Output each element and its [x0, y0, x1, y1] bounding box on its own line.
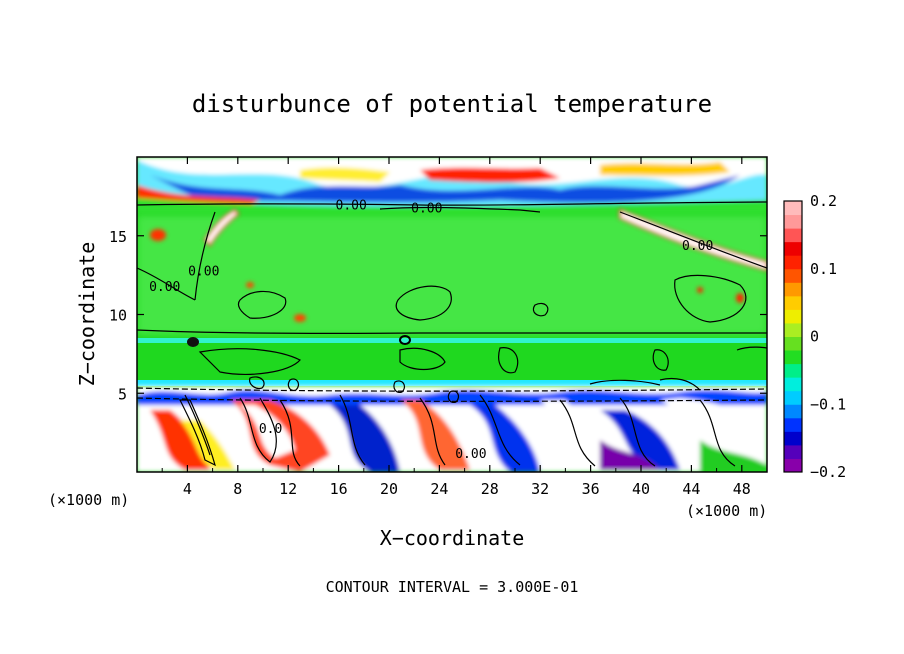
x-tick-label: 8 [233, 480, 242, 498]
upper-band [137, 157, 767, 212]
x-tick-label: 16 [330, 480, 348, 498]
y-tick-label: 10 [109, 307, 127, 325]
x-tick-label: 44 [682, 480, 700, 498]
colorbar-tick-label: −0.1 [810, 395, 846, 413]
contour-label: 0.00 [188, 264, 219, 279]
colorbar-tick-label: −0.2 [810, 463, 846, 481]
contour-label: 0.00 [336, 198, 367, 213]
colorbar-tick-label: 0 [810, 328, 819, 346]
colorbar-tick-label: 0.1 [810, 260, 837, 278]
colorbar-swatch [784, 458, 802, 473]
y-axis-label: Z−coordinate [75, 242, 99, 387]
colorbar-swatch [784, 214, 802, 229]
contour-interval-text: CONTOUR INTERVAL = 3.000E-01 [326, 578, 579, 596]
colorbar-swatch [784, 431, 802, 446]
contour-label: 0.00 [411, 201, 442, 216]
contour-blob [187, 337, 199, 347]
colorbar-swatch [784, 390, 802, 405]
colorbar-swatch [784, 336, 802, 351]
colorbar-swatch [784, 417, 802, 432]
x-tick-label: 40 [632, 480, 650, 498]
colorbar-swatch [784, 322, 802, 337]
colorbar-swatch [784, 444, 802, 459]
y-axis: 5 10 15 [109, 228, 767, 403]
colorbar-swatch [784, 350, 802, 365]
colorbar-swatch [784, 404, 802, 419]
contour-label: 0.00 [682, 239, 713, 254]
colorbar-swatch [784, 309, 802, 324]
colorbar: 0.2 0.1 0 −0.1 −0.2 [783, 192, 846, 481]
chart-title: disturbunce of potential temperature [192, 90, 712, 118]
x-tick-label: 32 [531, 480, 549, 498]
x-tick-label: 28 [481, 480, 499, 498]
x-axis: 4 8 12 16 20 24 28 32 36 40 44 48 [161, 157, 751, 498]
colorbar-swatch [784, 228, 802, 243]
cyan-line-1 [137, 338, 767, 343]
x-tick-label: 20 [380, 480, 398, 498]
z-unit-label: (×1000 m) [48, 491, 129, 509]
x-tick-label: 12 [279, 480, 297, 498]
x-tick-label: 4 [183, 480, 192, 498]
colorbar-swatch [784, 255, 802, 270]
colorbar-swatch [784, 363, 802, 378]
y-tick-label: 5 [118, 385, 127, 403]
y-tick-label: 15 [109, 228, 127, 246]
x-tick-label: 36 [582, 480, 600, 498]
x-tick-label: 48 [733, 480, 751, 498]
contour-label: 0.0 [259, 422, 282, 437]
colorbar-swatch [784, 295, 802, 310]
x-unit-label: (×1000 m) [686, 502, 767, 520]
colorbar-tick-label: 0.2 [810, 192, 837, 210]
cyan-line-2 [137, 380, 767, 386]
colorbar-frame [783, 200, 803, 473]
contour-label: 0.00 [455, 447, 486, 462]
colorbar-swatch [784, 377, 802, 392]
x-axis-label: X−coordinate [380, 526, 525, 550]
contour-blob [399, 335, 411, 345]
x-tick-label: 24 [430, 480, 448, 498]
colorbar-swatch [784, 201, 802, 216]
plot-area: 0.00 0.00 0.00 0.00 0.00 0.00 0.0 [137, 157, 767, 472]
lower-turbulent-layer [137, 386, 767, 472]
contour-labels: 0.00 0.00 0.00 0.00 0.00 0.00 0.0 [149, 198, 713, 462]
colorbar-swatch [784, 268, 802, 283]
colorbar-swatch [784, 241, 802, 256]
contour-label: 0.00 [149, 280, 180, 295]
colorbar-swatch [784, 282, 802, 297]
